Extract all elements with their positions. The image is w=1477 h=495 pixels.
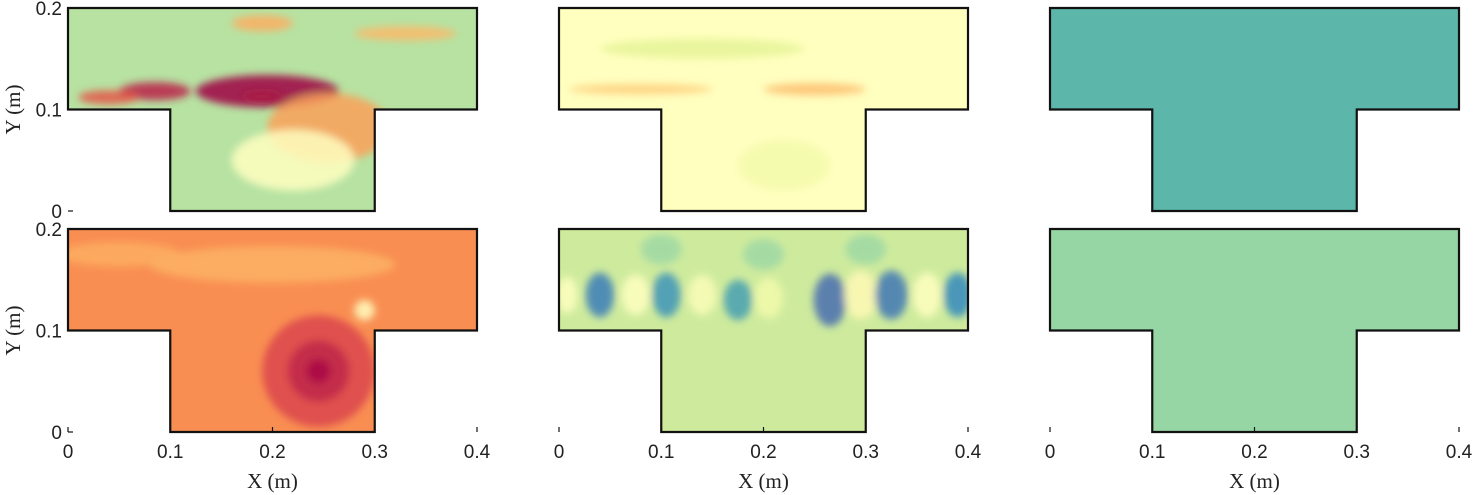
- field-feature: [569, 84, 713, 95]
- x-tick-label: 0.2: [1241, 442, 1267, 463]
- y-tick-label: 0.1: [36, 101, 62, 122]
- field-feature: [874, 270, 908, 320]
- field-feature: [813, 273, 847, 327]
- field-feature: [845, 234, 887, 265]
- x-axis-label: X (m): [247, 469, 298, 493]
- panel-r0-c2: [1048, 6, 1461, 213]
- field-feature: [149, 246, 396, 283]
- x-tick-label: 0.3: [1344, 442, 1370, 463]
- field-feature: [640, 234, 682, 265]
- x-tick-label: 0.4: [1446, 442, 1473, 463]
- y-tick-label: 0.2: [36, 0, 62, 20]
- panel-r1-c1: [557, 227, 970, 434]
- field-feature: [585, 272, 615, 318]
- field-feature: [687, 274, 717, 316]
- y-tick-label: 0: [51, 202, 62, 223]
- y-tick-label: 0.1: [36, 322, 62, 343]
- x-tick-label: 0.4: [464, 442, 491, 463]
- x-tick-label: 0.4: [955, 442, 982, 463]
- x-tick-label: 0.3: [362, 442, 388, 463]
- domain-outline: [1048, 6, 1461, 213]
- field-feature: [754, 277, 783, 319]
- panel-r0-c1: [557, 6, 970, 213]
- field-features: [569, 38, 866, 191]
- panels-layer: [66, 6, 1461, 434]
- panel-r1-c0: [66, 227, 479, 434]
- field-features: [68, 242, 396, 427]
- field-feature: [743, 239, 784, 270]
- panel-r0-c0: [66, 6, 479, 213]
- domain-outline: [557, 6, 970, 213]
- field-feature: [912, 272, 942, 318]
- y-tick-label: 0: [51, 423, 62, 444]
- field-features: [78, 15, 457, 191]
- field-feature: [652, 272, 681, 318]
- field-feature: [621, 274, 651, 316]
- field-feature: [68, 242, 181, 267]
- x-tick-label: 0.1: [648, 442, 674, 463]
- field-feature: [737, 139, 830, 191]
- field-feature: [231, 129, 355, 191]
- field-feature: [599, 38, 805, 59]
- y-axis-label: Y (m): [1, 85, 25, 135]
- field-feature: [844, 270, 877, 320]
- x-tick-label: 0.1: [157, 442, 183, 463]
- x-axis-label: X (m): [1229, 469, 1280, 493]
- field-feature: [943, 272, 968, 318]
- field-feature: [231, 15, 293, 32]
- x-tick-label: 0.3: [853, 442, 879, 463]
- y-tick-label: 0.2: [36, 220, 62, 241]
- panel-r1-c2: [1048, 227, 1461, 434]
- domain-outline: [66, 6, 479, 213]
- field-feature: [78, 90, 140, 105]
- field-features: [559, 234, 968, 327]
- field-feature: [723, 279, 753, 321]
- x-tick-label: 0.2: [259, 442, 285, 463]
- x-tick-label: 0: [1045, 442, 1056, 463]
- x-tick-label: 0: [554, 442, 565, 463]
- field-feature: [559, 276, 578, 314]
- field-feature: [306, 358, 331, 384]
- y-axis-label: Y (m): [1, 306, 25, 356]
- x-tick-label: 0.2: [750, 442, 776, 463]
- x-tick-label: 0: [63, 442, 74, 463]
- field-feature: [354, 300, 375, 321]
- x-tick-label: 0.1: [1139, 442, 1165, 463]
- field-feature: [763, 83, 866, 96]
- field-feature: [354, 26, 457, 41]
- x-axis-label: X (m): [738, 469, 789, 493]
